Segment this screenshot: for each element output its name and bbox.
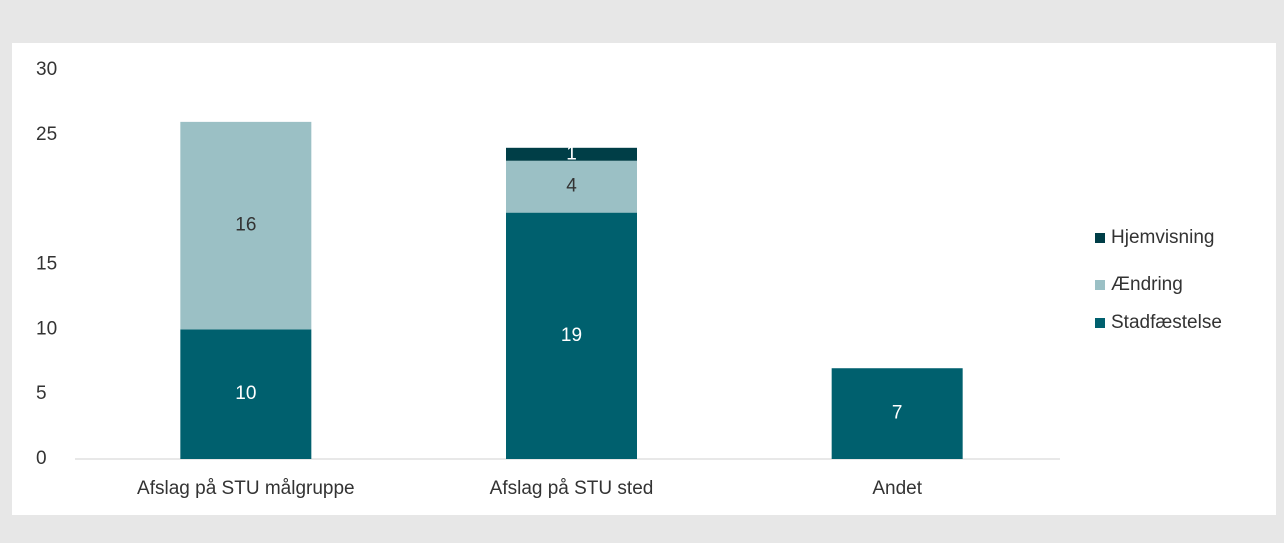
y-tick-label: 25 — [36, 124, 57, 145]
bar-segment — [180, 121, 312, 330]
legend-label: Ændring — [1111, 274, 1183, 295]
x-tick-label: Afslag på STU sted — [490, 478, 654, 499]
bar-segment — [831, 368, 963, 459]
data-label: 19 — [561, 325, 582, 346]
legend-label: Hjemvisning — [1111, 227, 1214, 248]
legend-swatch — [1095, 318, 1105, 328]
legend-swatch — [1095, 233, 1105, 243]
y-tick-label: 15 — [36, 254, 57, 275]
x-tick-label: Afslag på STU målgruppe — [137, 478, 355, 499]
data-label: 4 — [566, 176, 577, 197]
y-tick-label: 0 — [36, 448, 47, 469]
y-tick-label: 10 — [36, 318, 57, 339]
bar-segment — [180, 329, 312, 459]
legend-label: Stadfæstelse — [1111, 312, 1222, 333]
y-tick-label: 5 — [36, 383, 47, 404]
bar-segment — [506, 160, 637, 213]
legend-swatch — [1095, 280, 1105, 290]
y-tick-label: 30 — [36, 59, 57, 80]
bar-segment — [506, 147, 637, 161]
data-label: 7 — [892, 403, 903, 424]
x-tick-label: Andet — [872, 478, 922, 499]
data-label: 16 — [235, 215, 256, 236]
data-label: 10 — [235, 383, 256, 404]
data-label: 1 — [566, 143, 577, 164]
bar-segment — [506, 212, 637, 459]
